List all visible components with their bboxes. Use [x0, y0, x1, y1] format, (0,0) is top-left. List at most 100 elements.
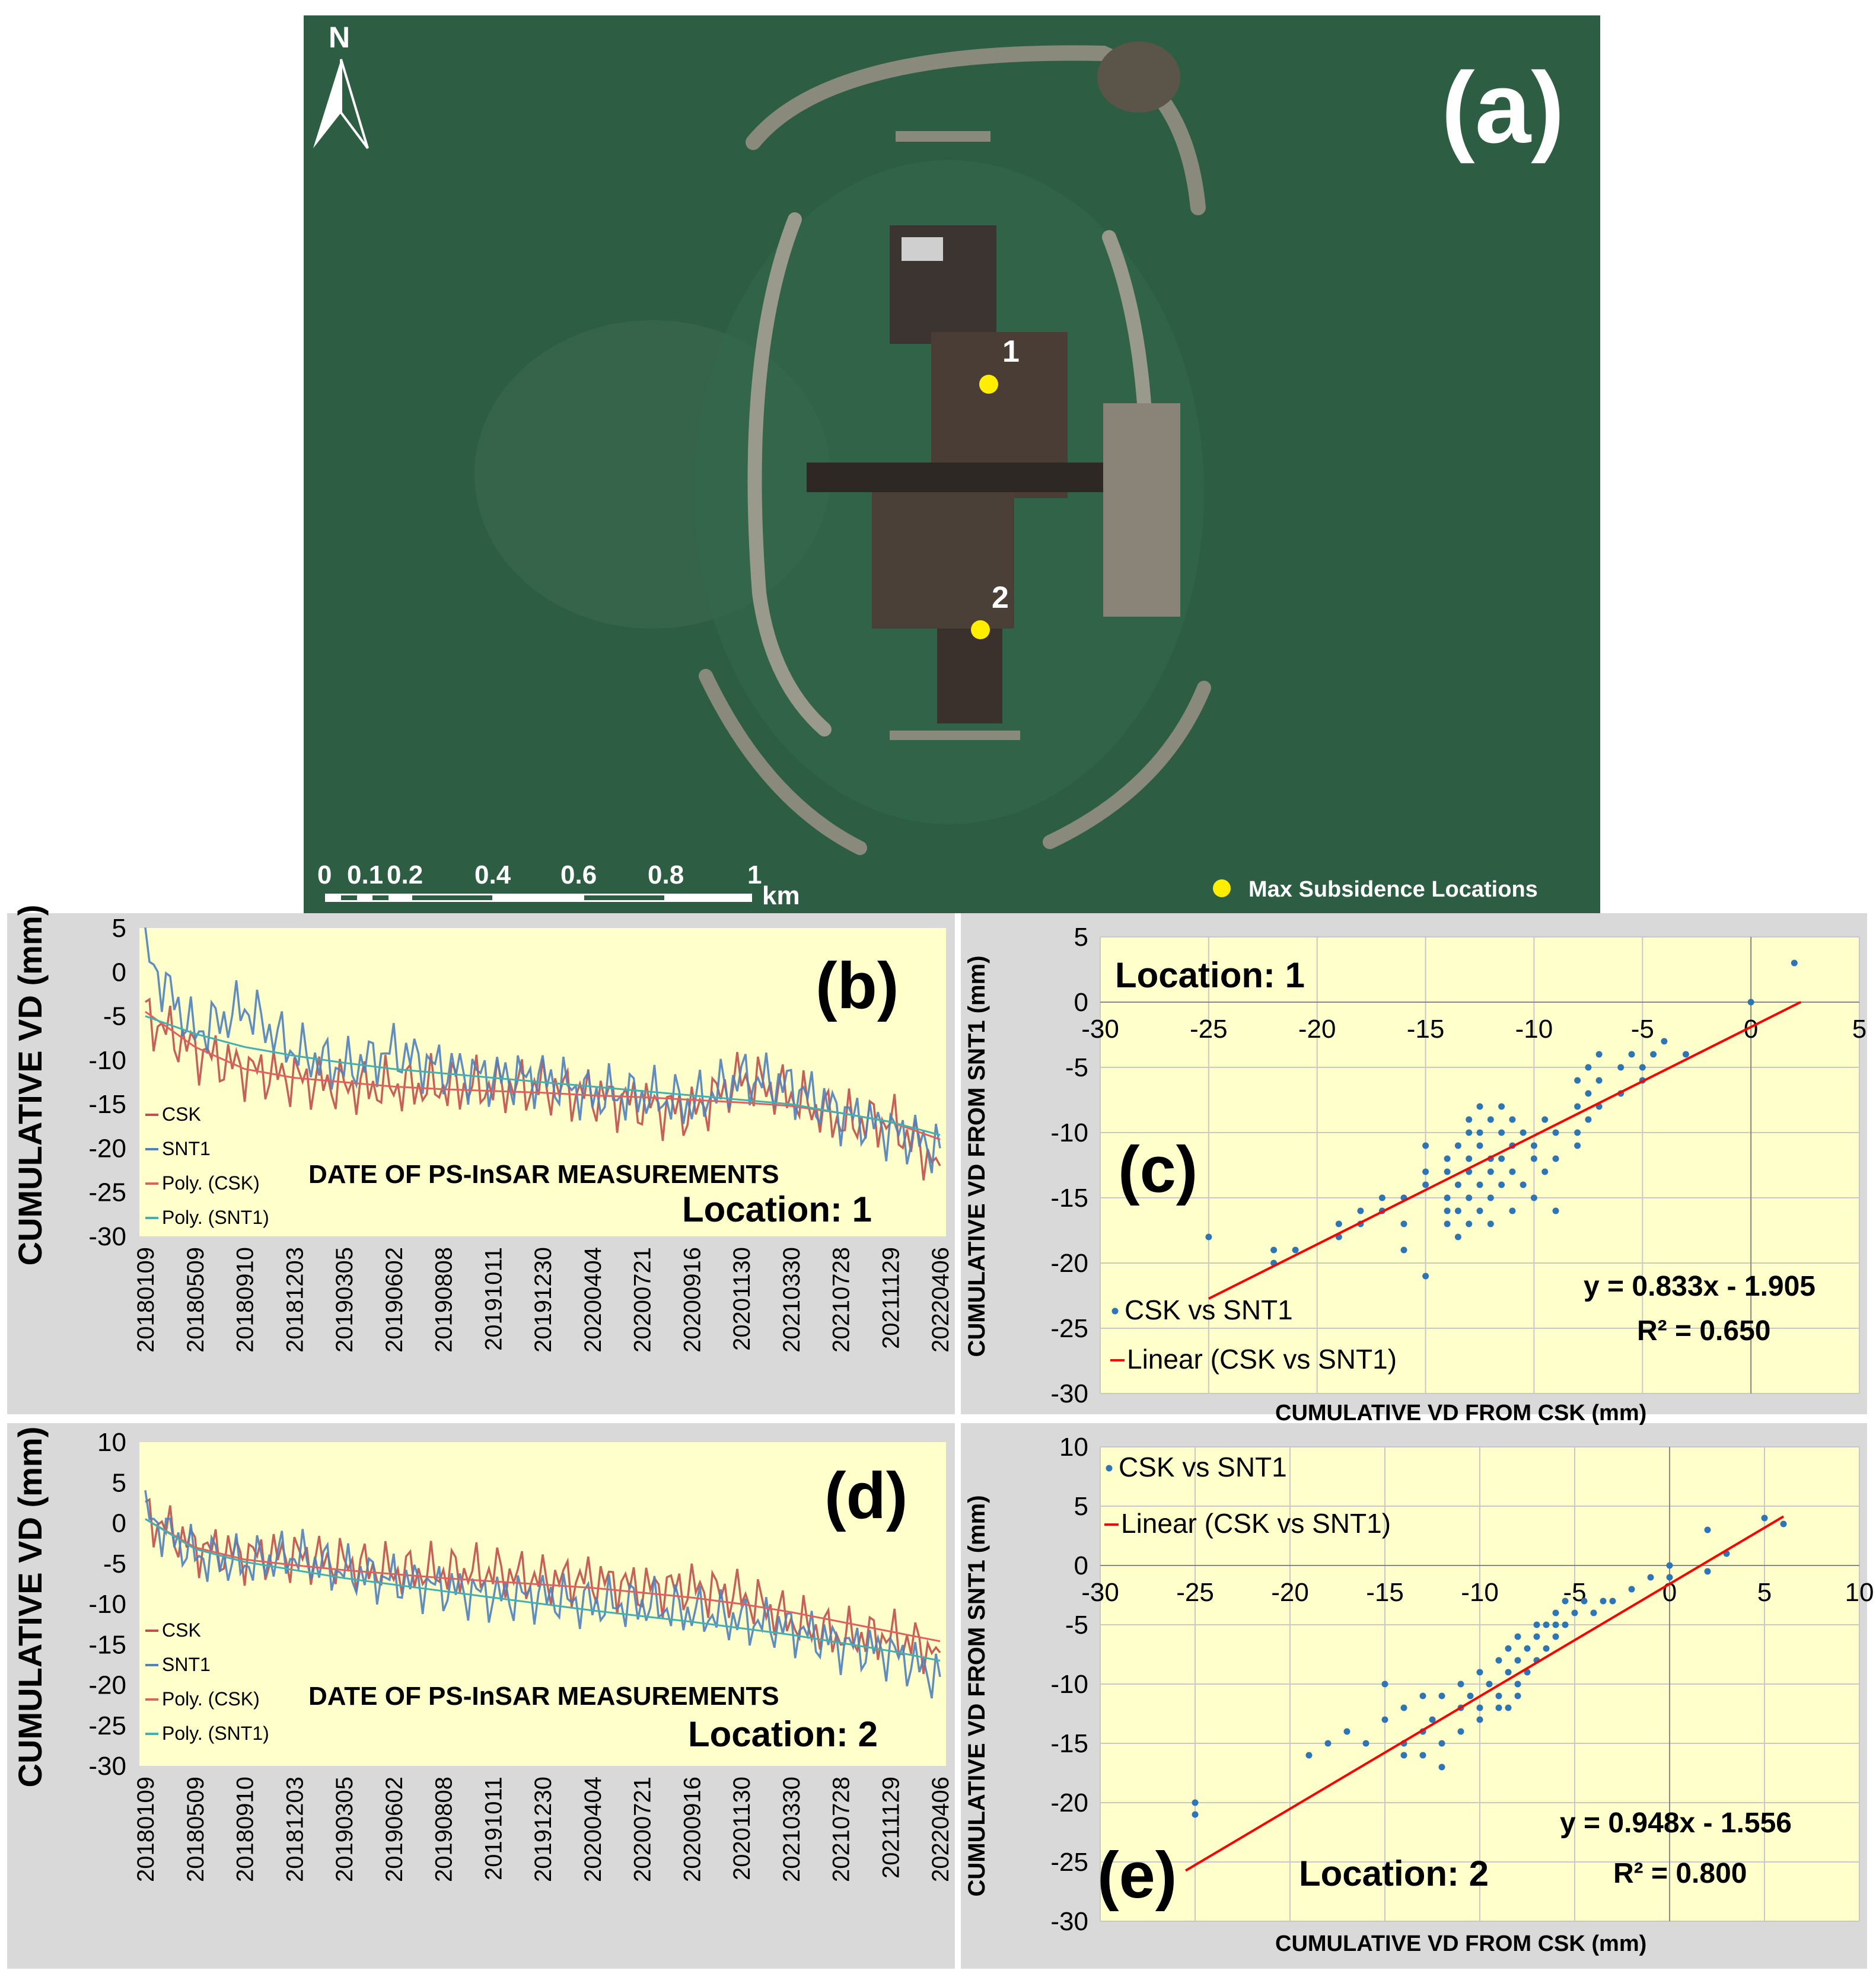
scatter-point	[1457, 1681, 1464, 1688]
island-crossbar	[807, 463, 1139, 492]
scatter-point	[1509, 1116, 1516, 1123]
y-tick-label: -5	[1065, 1611, 1088, 1640]
x-tick-label: 20190305	[332, 1247, 358, 1353]
location-label: Location: 2	[1299, 1854, 1489, 1893]
scatter-point	[1650, 1051, 1657, 1058]
scatter-point	[1466, 1220, 1473, 1227]
scale-tick-1: 0.1	[347, 860, 383, 889]
x-tick-label: 20200721	[630, 1777, 656, 1882]
panel-label-c: (c)	[1118, 1133, 1197, 1206]
x-tick-label: 20200916	[679, 1777, 705, 1882]
regression-equation: y = 0.948x - 1.556	[1560, 1807, 1792, 1839]
legend-label: Poly. (CSK)	[162, 1688, 260, 1710]
scale-tick-5: 0.8	[648, 860, 684, 889]
y-tick-label: -20	[88, 1134, 126, 1163]
y-tick-label: -20	[88, 1671, 126, 1700]
point-label-1: 1	[1002, 334, 1020, 369]
scatter-point	[1498, 1129, 1505, 1136]
x-tick-label: 5	[1757, 1578, 1772, 1607]
y-tick-label: 10	[97, 1428, 126, 1457]
y-tick-label: -15	[1050, 1184, 1088, 1213]
scatter-point	[1514, 1657, 1521, 1664]
scatter-point	[1381, 1681, 1388, 1688]
scatter-point	[1533, 1633, 1540, 1640]
scatter-point	[1590, 1609, 1597, 1616]
x-tick-label: -15	[1366, 1578, 1404, 1607]
x-tick-label: 20180910	[232, 1247, 259, 1353]
y-tick-label: -15	[88, 1630, 126, 1659]
panel-label-d: (d)	[824, 1459, 907, 1532]
legend-label: Poly. (CSK)	[162, 1172, 260, 1194]
scatter-point	[1362, 1740, 1369, 1747]
y-tick-label: -30	[88, 1222, 126, 1251]
scatter-point	[1476, 1103, 1483, 1110]
scatter-point	[1487, 1168, 1494, 1175]
x-axis-label: DATE OF PS-InSAR MEASUREMENTS	[308, 1160, 779, 1189]
x-tick-label: 20180509	[183, 1247, 209, 1353]
scatter-point	[1600, 1597, 1607, 1605]
scatter-point	[1486, 1681, 1493, 1688]
scatter-point	[1585, 1064, 1592, 1071]
y-tick-label: 5	[1074, 923, 1088, 952]
y-tick-label: 0	[112, 1509, 126, 1538]
scale-tick-0: 0	[317, 860, 332, 889]
location-label: Location: 2	[688, 1714, 878, 1754]
scatter-point	[1552, 1621, 1559, 1628]
scatter-point	[1574, 1103, 1581, 1110]
scatter-point	[1495, 1657, 1502, 1664]
x-tick-label: 20180910	[232, 1777, 259, 1882]
scatter-point	[1595, 1077, 1603, 1084]
y-tick-label: 10	[1059, 1433, 1088, 1462]
scatter-point	[1466, 1155, 1473, 1162]
scatter-point	[1552, 1207, 1559, 1214]
panel-label-e: (e)	[1097, 1839, 1177, 1912]
x-tick-label: 20190808	[431, 1247, 457, 1353]
chart-d: 10 5 0 -5 -10 -15 -20 -25 -30 20180109 20180509 201…	[11, 1427, 954, 1882]
scatter-point	[1476, 1129, 1483, 1136]
scatter-point	[1609, 1597, 1616, 1605]
scatter-point	[1476, 1142, 1483, 1149]
r-squared: R² = 0.650	[1637, 1315, 1770, 1347]
scatter-point	[1574, 1129, 1581, 1136]
scatter-point	[1498, 1155, 1505, 1162]
scatter-point	[1419, 1752, 1426, 1759]
series-line-csk	[145, 1497, 941, 1675]
scatter-point	[1400, 1220, 1407, 1227]
scale-tick-6: 1	[747, 860, 762, 889]
scatter-point	[1595, 1051, 1603, 1058]
scatter-point	[1476, 1207, 1483, 1214]
regression-equation: y = 0.833x - 1.905	[1584, 1271, 1816, 1302]
scatter-point	[1780, 1520, 1787, 1528]
scatter-point	[1585, 1090, 1592, 1097]
x-tick-label: 20180109	[133, 1777, 159, 1882]
scatter-point	[1457, 1728, 1464, 1735]
series-line-poly-snt1-	[145, 1518, 941, 1662]
scale-tick-2: 0.2	[387, 860, 423, 889]
scatter-point	[1205, 1233, 1212, 1241]
scatter-point	[1543, 1621, 1550, 1628]
x-tick-label: 20200404	[580, 1777, 606, 1882]
legend-label: Poly. (SNT1)	[162, 1723, 269, 1744]
scatter-point	[1574, 1077, 1581, 1084]
point-label-2: 2	[992, 581, 1009, 615]
map-legend-label: Max Subsidence Locations	[1248, 877, 1538, 902]
r-squared: R² = 0.800	[1613, 1858, 1747, 1889]
series-line-poly-csk-	[145, 1010, 941, 1141]
scatter-point	[1552, 1129, 1559, 1136]
scatter-point	[1476, 1716, 1483, 1723]
scatter-point	[1495, 1692, 1502, 1699]
y-tick-label: -10	[88, 1046, 126, 1075]
scatter-point	[1192, 1799, 1199, 1806]
subsidence-marker-1[interactable]	[979, 375, 998, 394]
y-tick-label: -25	[88, 1711, 126, 1740]
y-tick-label: -10	[1050, 1118, 1088, 1147]
scatter-point	[1682, 1051, 1689, 1058]
north-arrow-icon	[313, 59, 341, 148]
scatter-point	[1270, 1246, 1278, 1254]
scatter-point	[1466, 1129, 1473, 1136]
x-tick-label: 20211129	[878, 1247, 904, 1349]
scatter-point	[1628, 1051, 1635, 1058]
subsidence-marker-2[interactable]	[971, 620, 990, 639]
scatter-point	[1438, 1692, 1445, 1699]
scatter-point	[1661, 1038, 1668, 1045]
